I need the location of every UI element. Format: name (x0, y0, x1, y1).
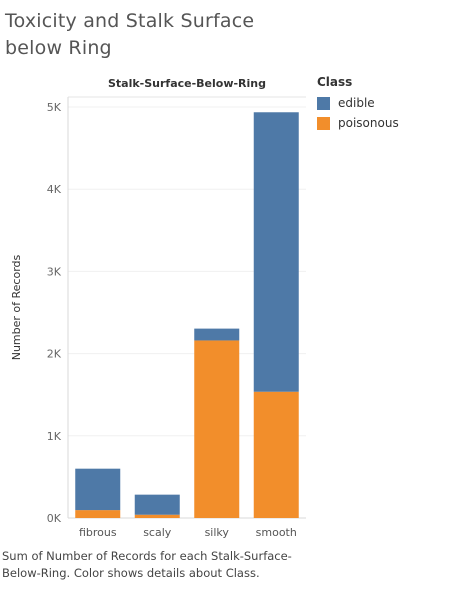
legend-swatch-edible (317, 96, 330, 110)
stacked-bar-chart: Stalk-Surface-Below-Ring 0K 1K 2K 3K 4K 5K Numb… (10, 77, 306, 539)
x-tick-label: fibrous (79, 526, 117, 539)
y-tick-label: 0K (47, 512, 62, 525)
chart-title: Toxicity and Stalk Surface below Ring (5, 10, 255, 59)
x-tick-label: smooth (256, 526, 297, 539)
y-tick-label: 4K (47, 183, 62, 196)
legend-item-poisonous[interactable]: poisonous (317, 113, 399, 133)
bar-fibrous-poisonous (75, 510, 121, 518)
y-tick-label: 1K (47, 430, 62, 443)
x-tick-label: silky (205, 526, 230, 539)
y-tick-label: 2K (47, 348, 62, 361)
x-tick-label: scaly (143, 526, 172, 539)
column-header: Stalk-Surface-Below-Ring (108, 77, 266, 90)
chart-caption: Sum of Number of Records for each Stalk-… (2, 549, 292, 580)
bar-smooth-edible (253, 112, 299, 392)
legend-label-poisonous: poisonous (338, 116, 399, 130)
legend: Class edible poisonous (317, 75, 399, 133)
bar-silky-edible (194, 328, 240, 341)
bar-smooth-poisonous (253, 391, 299, 518)
bar-fibrous-edible (75, 468, 121, 511)
bar-scaly-poisonous (134, 514, 180, 518)
legend-item-edible[interactable]: edible (317, 93, 399, 113)
y-tick-label: 3K (47, 265, 62, 278)
legend-title: Class (317, 75, 353, 89)
legend-label-edible: edible (338, 96, 375, 110)
legend-swatch-poisonous (317, 116, 330, 130)
y-tick-label: 5K (47, 101, 62, 114)
bar-scaly-edible (134, 494, 180, 515)
bar-silky-poisonous (194, 340, 240, 518)
y-axis-title: Number of Records (10, 254, 23, 360)
